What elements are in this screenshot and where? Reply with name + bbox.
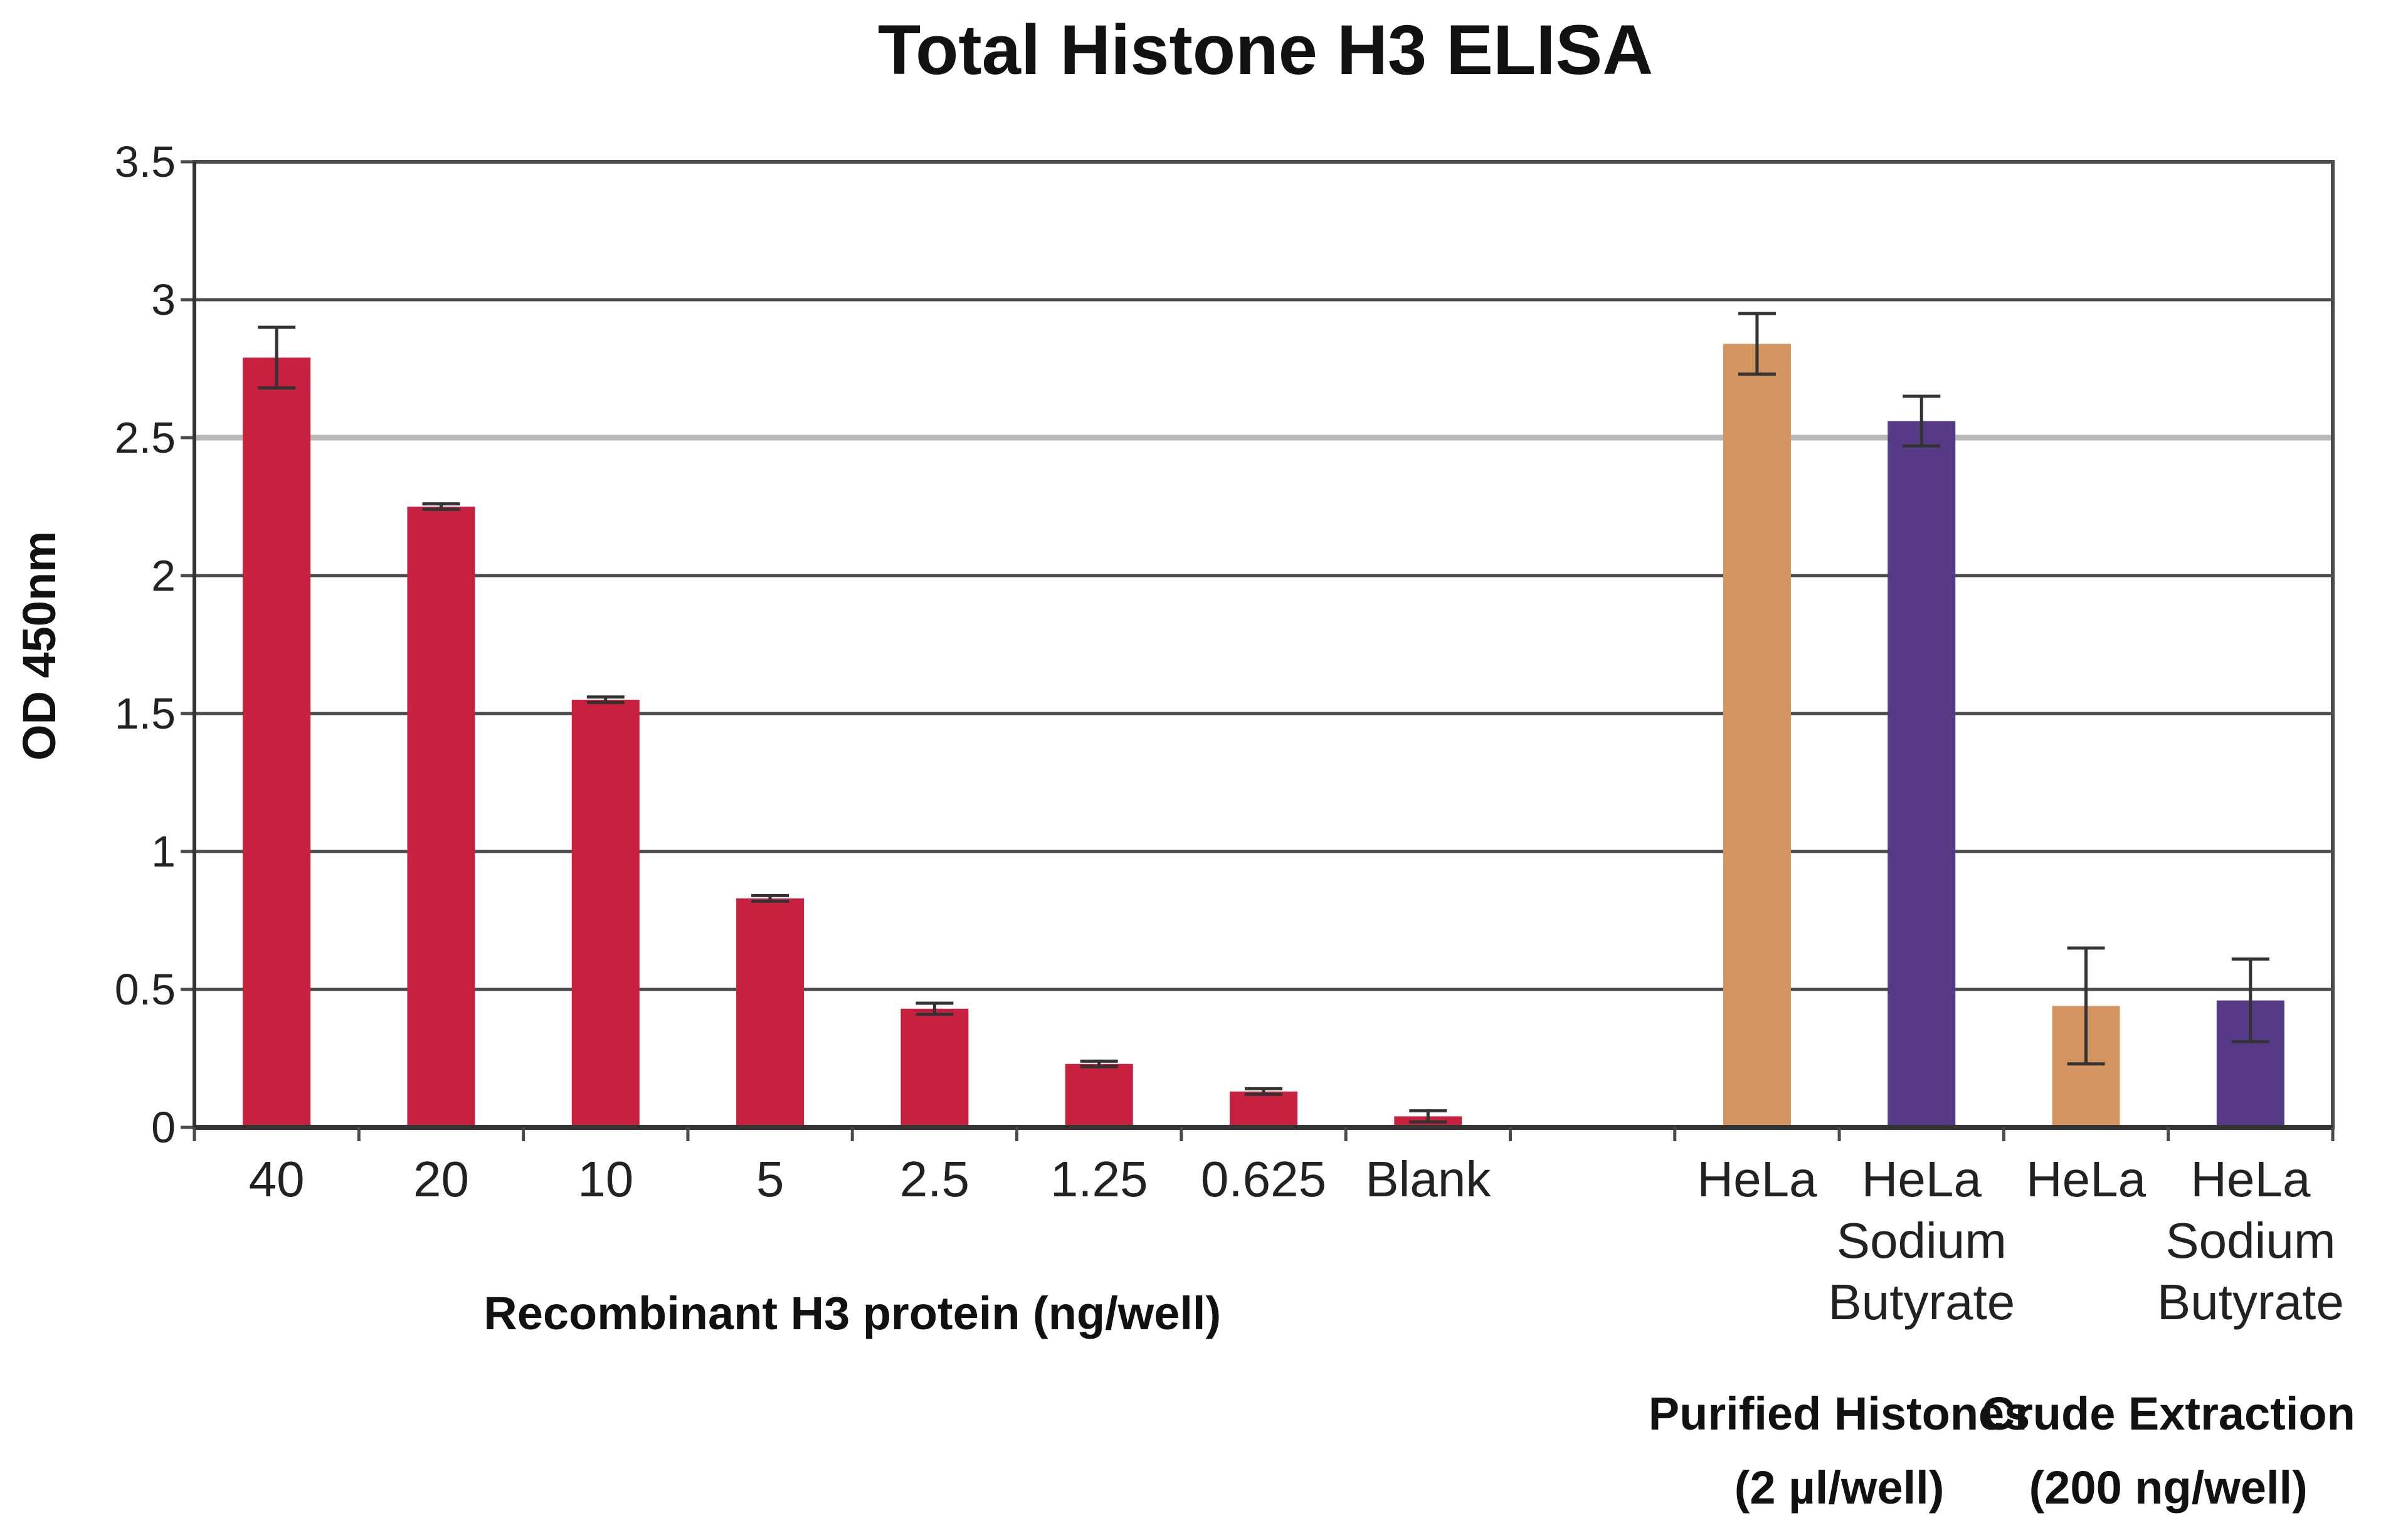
x-category-label: 5 [756,1151,784,1207]
y-tick-label: 0 [151,1103,176,1152]
error-bar [422,502,460,511]
x-category-label-line: Butyrate [1828,1274,2015,1330]
x-category-label: HeLa Sodium Butyrate [2157,1151,2344,1330]
x-category-label-line: 10 [578,1151,633,1207]
bar [407,507,475,1127]
x-category-label-line: Sodium [1837,1213,2007,1268]
error-bar [1903,394,1941,448]
error-bars [258,312,2269,1124]
bar [1888,421,1956,1127]
error-bar [1409,1109,1447,1124]
group-label-line: (2 µl/well) [1735,1462,1945,1514]
group-label-line: Crude Extraction [1982,1388,2355,1440]
group-label-line: Purified Histones [1649,1388,2030,1440]
x-category-label-line: HeLa [2026,1151,2147,1207]
y-axis-label: OD 450nm [13,531,65,761]
x-category-label: HeLa Sodium Butyrate [1828,1151,2015,1330]
error-bar [2067,946,2105,1066]
chart-title: Total Histone H3 ELISA [878,11,1653,89]
error-bar [1080,1059,1118,1068]
x-category-labels: 40 20 10 5 2.5 1.25 0.625 Blank HeLa HeLa Sodium Bu… [249,1151,2344,1330]
plot-frame [193,160,2335,1129]
x-category-label-line: 40 [249,1151,305,1207]
y-tick-label: 1 [151,827,176,876]
bar [1065,1063,1133,1127]
x-category-label: 2.5 [900,1151,969,1207]
error-bar [916,1001,954,1016]
error-bar [1738,312,1776,376]
x-category-label-line: Butyrate [2157,1274,2344,1330]
x-category-label: 1.25 [1050,1151,1148,1207]
error-bar [751,893,789,903]
y-tick-labels: 0 0.5 1 1.5 2 2.5 3 3.5 [115,137,176,1152]
x-category-label: 40 [249,1151,305,1207]
error-bar [1245,1087,1282,1096]
x-category-label-line: HeLa [1697,1151,1817,1207]
x-category-label-line: Sodium [2165,1213,2335,1268]
x-category-label-line: HeLa [1862,1151,1982,1207]
group-label-line: Recombinant H3 protein (ng/well) [483,1287,1221,1339]
x-category-label-line: 2.5 [900,1151,969,1207]
y-tick-label: 1.5 [115,689,176,738]
bar [1230,1091,1297,1127]
bars [243,344,2284,1127]
y-tick-label: 0.5 [115,965,176,1014]
group-label: Crude Extraction (200 ng/well) [1982,1388,2355,1514]
axes [181,160,2335,1141]
bar [736,898,805,1127]
x-category-label: 10 [578,1151,633,1207]
bar [1723,344,1791,1127]
error-bar [258,325,296,390]
error-bar [586,695,625,704]
y-tick-label: 3 [151,275,176,324]
y-tick-label: 3.5 [115,137,176,186]
group-label-line: (200 ng/well) [2029,1462,2308,1514]
y-tick-label: 2 [151,551,176,600]
x-category-label-line: 1.25 [1050,1151,1148,1207]
bar [243,357,311,1127]
group-label: Purified Histones (2 µl/well) [1649,1388,2030,1514]
group-label: Recombinant H3 protein (ng/well) [483,1287,1221,1339]
x-category-label: 0.625 [1201,1151,1326,1207]
x-category-label-line: HeLa [2190,1151,2311,1207]
x-category-label: Blank [1365,1151,1491,1207]
group-labels: Recombinant H3 protein (ng/well) Purified… [483,1287,2355,1514]
x-category-label: HeLa [1697,1151,1817,1207]
x-category-label: 20 [413,1151,469,1207]
x-category-label-line: 0.625 [1201,1151,1326,1207]
bar [900,1008,969,1127]
x-category-label-line: 5 [756,1151,784,1207]
y-tick-label: 2.5 [115,413,176,462]
bar [571,700,640,1127]
error-bar [2231,957,2269,1044]
x-category-label: HeLa [2026,1151,2147,1207]
x-category-label-line: Blank [1365,1151,1491,1207]
x-category-label-line: 20 [413,1151,469,1207]
gridlines [194,160,2333,991]
